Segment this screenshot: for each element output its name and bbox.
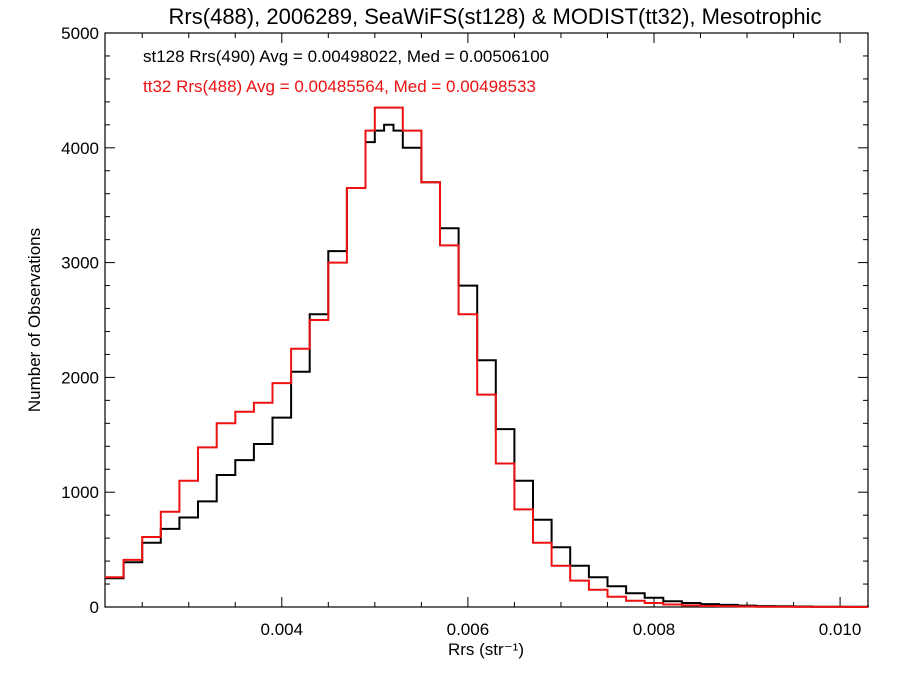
y-tick-label: 4000 <box>61 139 99 158</box>
legend-entry-tt32: tt32 Rrs(488) Avg = 0.00485564, Med = 0.… <box>143 77 536 96</box>
y-tick-label: 1000 <box>61 483 99 502</box>
series-layer <box>105 106 869 608</box>
x-tick-label: 0.008 <box>633 620 676 639</box>
y-axis-title: Number of Observations <box>25 228 44 412</box>
x-tick-label: 0.006 <box>447 620 490 639</box>
chart-title: Rrs(488), 2006289, SeaWiFS(st128) & MODI… <box>169 4 822 29</box>
x-tick-label: 0.010 <box>819 620 862 639</box>
series-line-tt32 <box>105 106 868 608</box>
y-tick-label: 3000 <box>61 254 99 273</box>
x-axis: 0.004 0.006 0.008 0.010 <box>141 33 862 639</box>
series-line-st128 <box>105 123 869 608</box>
legend-entry-st128: st128 Rrs(490) Avg = 0.00498022, Med = 0… <box>143 47 549 66</box>
y-axis: 0 1000 2000 3000 4000 5000 <box>61 24 868 617</box>
x-axis-title: Rrs (str⁻¹) <box>448 640 524 659</box>
y-tick-label: 0 <box>90 598 99 617</box>
x-tick-label: 0.004 <box>261 620 304 639</box>
plot-frame <box>104 32 869 608</box>
y-tick-label: 2000 <box>61 368 99 387</box>
y-tick-label: 5000 <box>61 24 99 43</box>
